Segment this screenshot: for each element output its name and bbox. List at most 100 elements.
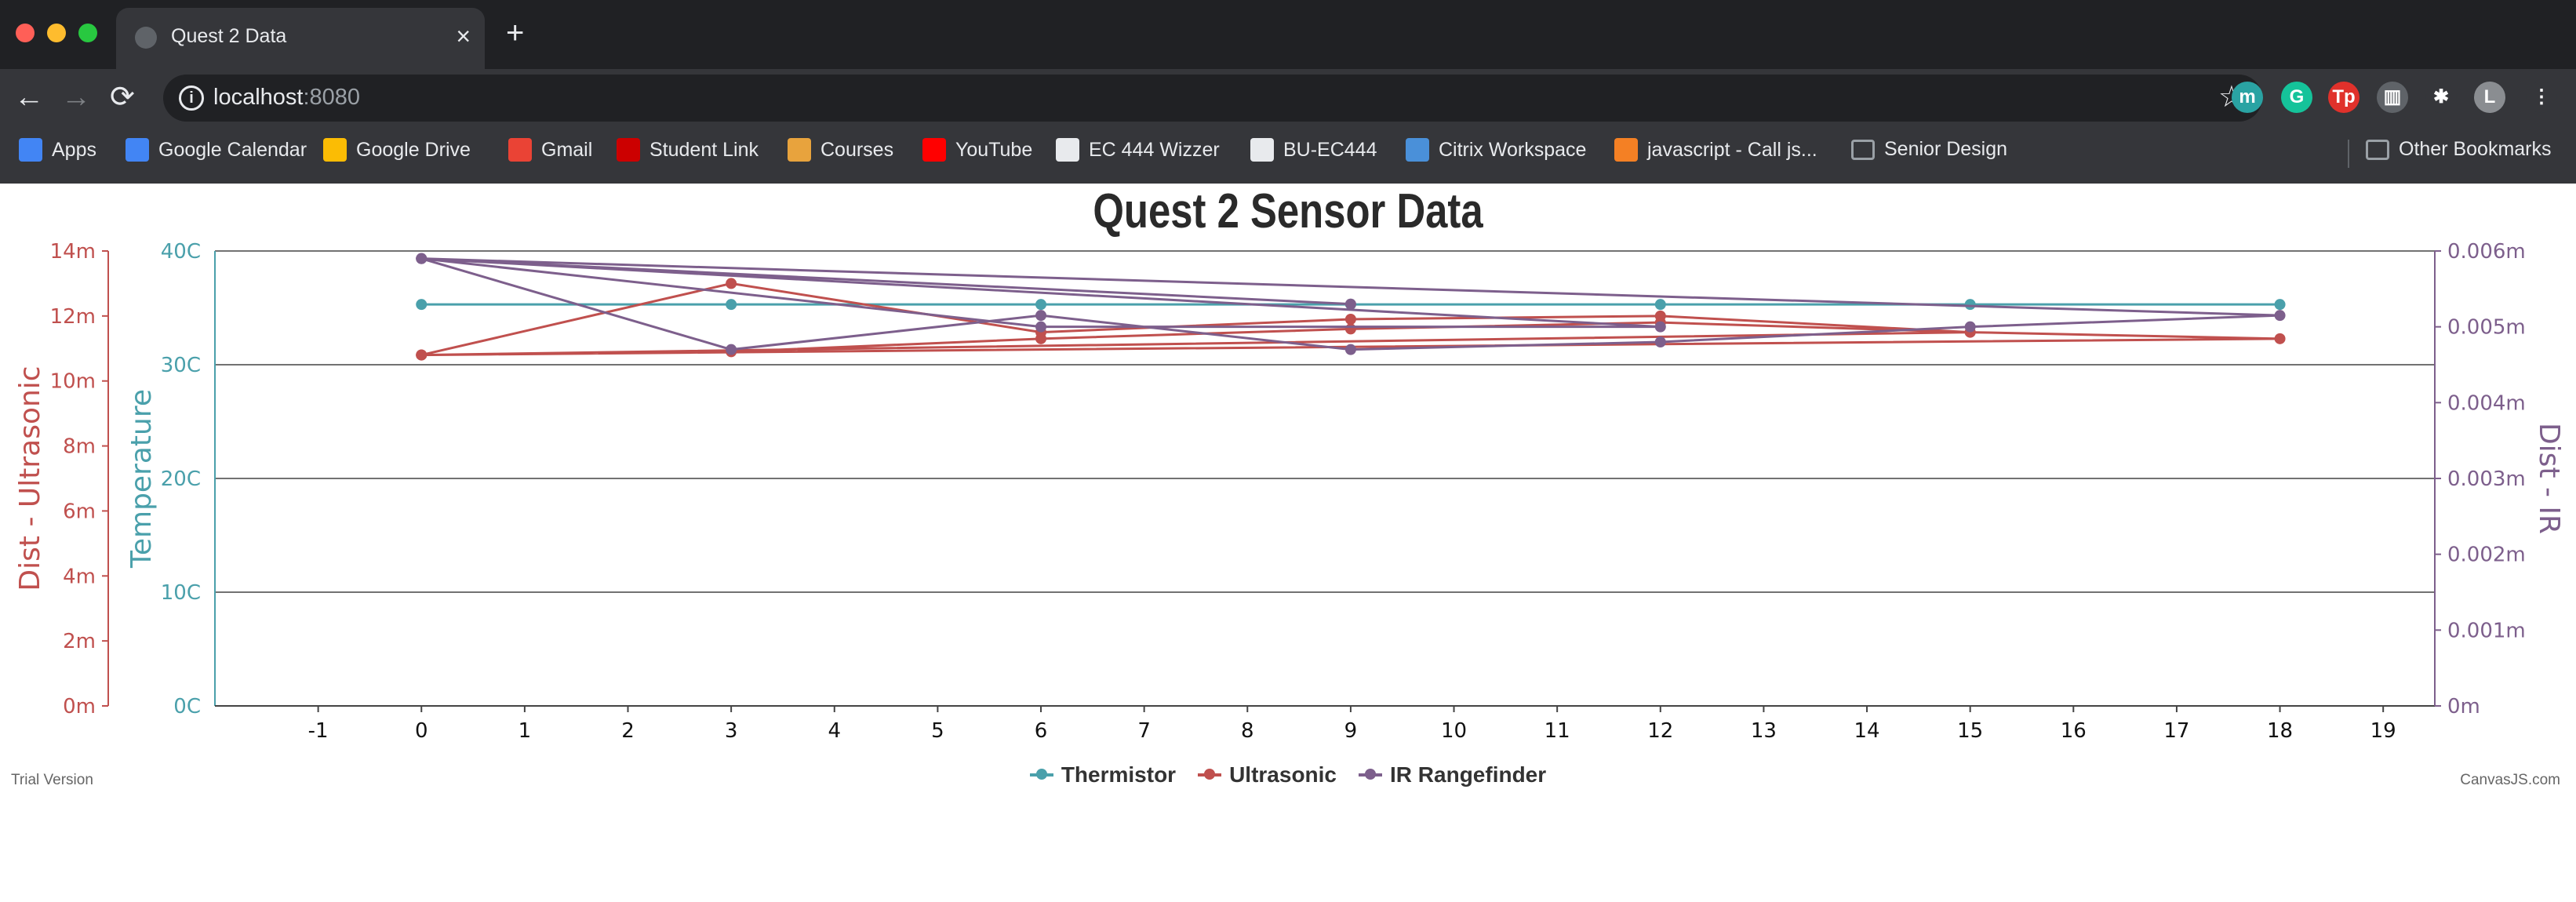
back-button[interactable]: ← bbox=[14, 81, 44, 114]
trial-version-label: Trial Version bbox=[11, 772, 93, 788]
forward-button[interactable]: → bbox=[61, 81, 91, 114]
x-tick-label: 5 bbox=[931, 719, 944, 743]
other-bookmarks[interactable]: Other Bookmarks bbox=[2366, 138, 2552, 161]
extension-icon-3[interactable]: ▥ bbox=[2377, 82, 2408, 113]
chart-title: Quest 2 Sensor Data bbox=[1093, 184, 1483, 238]
legend-marker bbox=[1198, 769, 1222, 780]
bookmark-apps[interactable]: Apps bbox=[19, 138, 96, 162]
data-point-ir-rangefinder bbox=[1035, 310, 1047, 322]
tab-title: Quest 2 Data bbox=[171, 25, 287, 47]
data-point-thermistor bbox=[1654, 299, 1666, 311]
bookmark-google-drive[interactable]: Google Drive bbox=[323, 138, 471, 162]
legend-label: Ultrasonic bbox=[1229, 762, 1337, 787]
github-icon bbox=[1250, 138, 1274, 162]
bookmark-youtube[interactable]: YouTube bbox=[922, 138, 1032, 162]
temperature-tick-label: 0C bbox=[173, 695, 201, 718]
ir-tick-label: 0.004m bbox=[2447, 391, 2526, 415]
canvasjs-credit[interactable]: CanvasJS.com bbox=[2460, 772, 2560, 788]
bookmark-student-link[interactable]: Student Link bbox=[617, 138, 759, 162]
calendar-icon bbox=[126, 138, 149, 162]
x-tick-label: 1 bbox=[518, 719, 532, 743]
data-point-ultrasonic bbox=[1035, 333, 1047, 344]
x-tick-label: 14 bbox=[1854, 719, 1879, 743]
x-tick-label: 18 bbox=[2267, 719, 2293, 743]
temperature-axis-title: Temperature bbox=[126, 389, 158, 569]
extension-icon-6[interactable]: ⋮ bbox=[2526, 82, 2557, 113]
data-point-ir-rangefinder bbox=[1035, 321, 1047, 333]
ultrasonic-tick-label: 4m bbox=[63, 565, 96, 588]
x-tick-label: 3 bbox=[725, 719, 738, 743]
ir-tick-label: 0m bbox=[2447, 695, 2480, 718]
data-point-thermistor bbox=[2274, 299, 2286, 311]
x-tick-label: -1 bbox=[308, 719, 329, 743]
data-point-ir-rangefinder bbox=[1654, 321, 1666, 333]
bu-icon bbox=[617, 138, 640, 162]
ir-tick-label: 0.005m bbox=[2447, 316, 2526, 340]
ultrasonic-tick-label: 0m bbox=[63, 695, 96, 718]
bookmark-ec-444-wizzer[interactable]: EC 444 Wizzer bbox=[1056, 138, 1220, 162]
ultrasonic-tick-label: 10m bbox=[50, 370, 96, 394]
ir-tick-label: 0.003m bbox=[2447, 467, 2526, 491]
active-tab[interactable]: Quest 2 Data × bbox=[116, 8, 485, 69]
bookmark-senior-design[interactable]: Senior Design bbox=[1851, 138, 2007, 161]
bookmark-bu-ec444[interactable]: BU-EC444 bbox=[1250, 138, 1377, 162]
page-content: Quest 2 Sensor Data 0C 10C 20C 30C 40C 0m 2m 4m… bbox=[0, 184, 2576, 902]
maximize-window-button[interactable] bbox=[78, 24, 97, 42]
data-point-thermistor bbox=[416, 299, 428, 311]
x-tick-label: 13 bbox=[1751, 719, 1777, 743]
data-point-ultrasonic bbox=[416, 349, 428, 361]
bookmark-citrix-workspace[interactable]: Citrix Workspace bbox=[1406, 138, 1586, 162]
folder-icon bbox=[1851, 139, 1875, 160]
extension-icon-1[interactable]: G bbox=[2281, 82, 2312, 113]
extension-icon-0[interactable]: m bbox=[2232, 82, 2263, 113]
temperature-tick-label: 10C bbox=[161, 581, 201, 605]
folder-icon bbox=[2366, 139, 2389, 160]
legend-item-ultrasonic[interactable]: Ultrasonic bbox=[1198, 762, 1337, 787]
bookmark-google-calendar[interactable]: Google Calendar bbox=[126, 138, 307, 162]
bookmark-gmail[interactable]: Gmail bbox=[508, 138, 592, 162]
new-tab-button[interactable]: + bbox=[506, 16, 525, 50]
x-tick-label: 0 bbox=[415, 719, 428, 743]
minimize-window-button[interactable] bbox=[47, 24, 66, 42]
globe-icon bbox=[135, 27, 157, 49]
chart-legend: Thermistor Ultrasonic IR Rangefinder bbox=[0, 762, 2576, 787]
courses-icon bbox=[788, 138, 811, 162]
legend-item-thermistor[interactable]: Thermistor bbox=[1029, 762, 1177, 787]
x-tick-label: 16 bbox=[2061, 719, 2087, 743]
data-point-ir-rangefinder bbox=[1344, 298, 1356, 310]
extension-icon-4[interactable]: ✱ bbox=[2425, 82, 2457, 113]
x-tick-label: 8 bbox=[1241, 719, 1254, 743]
ultrasonic-tick-label: 14m bbox=[50, 240, 96, 264]
data-point-thermistor bbox=[726, 299, 737, 311]
data-point-ultrasonic bbox=[1344, 314, 1356, 325]
x-tick-label: 19 bbox=[2370, 719, 2396, 743]
tab-close-button[interactable]: × bbox=[456, 22, 471, 50]
data-point-thermistor bbox=[1964, 299, 1976, 311]
data-point-ir-rangefinder bbox=[1654, 336, 1666, 347]
x-tick-label: 17 bbox=[2163, 719, 2189, 743]
x-tick-label: 2 bbox=[621, 719, 635, 743]
legend-label: Thermistor bbox=[1061, 762, 1177, 787]
bookmark-javascript-call-js[interactable]: javascript - Call js... bbox=[1614, 138, 1817, 162]
address-bar[interactable]: i localhost:8080 ☆ bbox=[163, 75, 2262, 122]
reload-button[interactable]: ⟳ bbox=[110, 81, 135, 114]
extension-icon-2[interactable]: Tp bbox=[2328, 82, 2360, 113]
citrix-icon bbox=[1406, 138, 1429, 162]
data-point-thermistor bbox=[1035, 299, 1047, 311]
ultrasonic-tick-label: 2m bbox=[63, 630, 96, 653]
close-window-button[interactable] bbox=[16, 24, 35, 42]
youtube-icon bbox=[922, 138, 946, 162]
data-point-ir-rangefinder bbox=[1964, 321, 1976, 333]
data-point-ultrasonic bbox=[726, 278, 737, 289]
bookmarks-bar: Apps Google Calendar Google Drive Gmail Stud… bbox=[0, 127, 2576, 179]
temperature-tick-label: 30C bbox=[161, 354, 201, 377]
extension-icon-5[interactable]: L bbox=[2474, 82, 2505, 113]
browser-toolbar: ← → ⟳ i localhost:8080 ☆ mG Tp ▥ ✱ L ⋮ Apps Go… bbox=[0, 69, 2576, 184]
data-point-ir-rangefinder bbox=[726, 344, 737, 355]
info-icon[interactable]: i bbox=[179, 85, 204, 111]
url-text: localhost:8080 bbox=[213, 85, 361, 110]
legend-item-ir-rangefinder[interactable]: IR Rangefinder bbox=[1359, 762, 1546, 787]
bookmark-courses[interactable]: Courses bbox=[788, 138, 893, 162]
data-point-ir-rangefinder bbox=[2274, 310, 2286, 322]
series-line-ir-rangefinder bbox=[420, 257, 2280, 351]
